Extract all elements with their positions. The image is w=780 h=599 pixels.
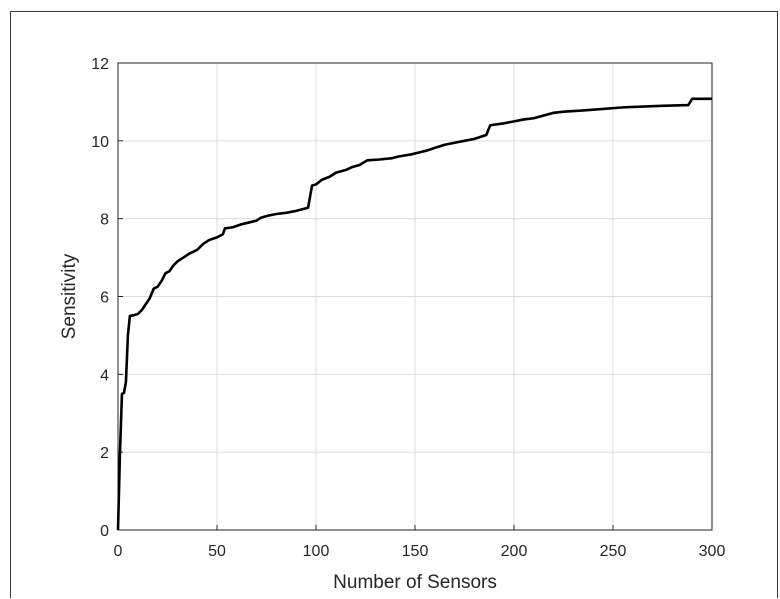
grid [117,62,713,531]
y-tick-label: 12 [91,56,109,73]
y-tick-label: 10 [91,134,109,151]
y-tick-label: 6 [100,290,109,307]
x-tick-label: 0 [114,543,123,560]
y-tick-label: 8 [100,212,109,229]
figure-frame [10,11,778,598]
x-axis-label: Number of Sensors [333,572,497,593]
x-axis: 0 50 100 150 200 250 300 [114,525,726,560]
x-tick-label: 100 [303,543,330,560]
y-tick-label: 2 [100,445,109,462]
x-tick-label: 50 [208,543,226,560]
x-tick-label: 250 [600,543,627,560]
series-line [116,97,712,531]
y-axis-label: Sensitivity [59,253,80,339]
y-tick-label: 4 [100,367,109,384]
x-tick-label: 150 [402,543,429,560]
y-tick-label: 0 [100,523,109,540]
y-axis: 0 2 4 6 8 10 12 [91,56,123,540]
x-tick-label: 200 [501,543,528,560]
x-tick-label: 300 [699,543,726,560]
